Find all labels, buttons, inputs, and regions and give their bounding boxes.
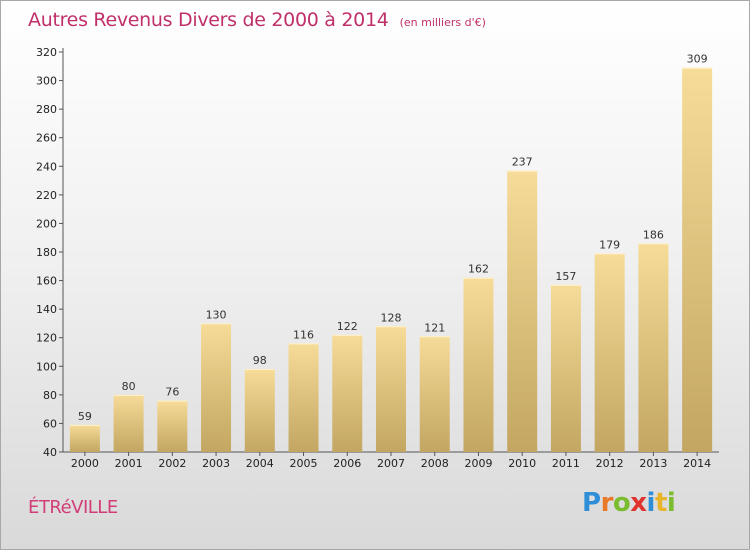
logo-letter: i: [666, 488, 676, 518]
bar-value-label: 237: [512, 156, 533, 169]
bar-value-label: 80: [122, 380, 136, 393]
value-labels: 59 80 76 130 98 116 122 128 121 162 237 157 179 186 30…: [78, 53, 708, 423]
x-tick-label: 2003: [202, 457, 230, 470]
bar: [682, 67, 713, 452]
bar: [288, 343, 319, 452]
bar-value-label: 98: [253, 354, 267, 367]
y-tick-label: 140: [36, 303, 57, 316]
x-tick-label: 2013: [639, 457, 667, 470]
x-tick-label: 2000: [71, 457, 99, 470]
y-tick-label: 300: [36, 75, 57, 88]
x-tick-label: 2010: [508, 457, 536, 470]
bars: [69, 67, 713, 453]
bar: [419, 336, 450, 452]
bar-value-label: 116: [293, 328, 314, 341]
y-tick-label: 280: [36, 103, 57, 116]
bar: [550, 284, 581, 452]
bar: [201, 323, 232, 452]
bar-value-label: 76: [165, 386, 179, 399]
y-tick-label: 240: [36, 160, 57, 173]
x-tick-label: 2012: [596, 457, 624, 470]
logo-letter: x: [630, 488, 647, 518]
bar-value-label: 121: [424, 321, 445, 334]
x-tick-label: 2006: [333, 457, 361, 470]
y-tick-label: 320: [36, 46, 57, 59]
proxiti-logo[interactable]: Proxiti: [582, 488, 676, 518]
y-tick-label: 200: [36, 217, 57, 230]
bar: [376, 326, 406, 452]
y-tick-label: 40: [43, 446, 57, 459]
bar: [69, 424, 100, 452]
logo-letter: P: [582, 488, 601, 518]
y-tick-label: 120: [36, 332, 57, 345]
x-tick-label: 2002: [158, 457, 186, 470]
bar: [332, 334, 363, 452]
y-tick-label: 180: [36, 246, 57, 259]
commune-name: ÉTRéVILLE: [28, 497, 118, 518]
x-tick-label: 2004: [246, 457, 274, 470]
bar: [244, 369, 275, 452]
y-tick-label: 160: [36, 275, 57, 288]
bar: [463, 277, 494, 452]
bar: [157, 400, 188, 452]
logo-letter: i: [646, 488, 656, 518]
y-tick-label: 260: [36, 132, 57, 145]
logo-letter: r: [600, 488, 614, 518]
x-tick-label: 2007: [377, 457, 405, 470]
bar: [594, 253, 625, 452]
x-tick-label: 2014: [683, 457, 711, 470]
bar-value-label: 186: [643, 228, 664, 241]
x-tick-label: 2011: [552, 457, 580, 470]
bar-value-label: 130: [206, 308, 227, 321]
y-tick-label: 80: [43, 389, 57, 402]
bar-value-label: 157: [555, 270, 576, 283]
y-tick-label: 100: [36, 360, 57, 373]
x-tick-label: 2008: [421, 457, 449, 470]
x-tick-label: 2005: [290, 457, 318, 470]
bar: [638, 243, 669, 452]
chart-subtitle: (en milliers d'€): [399, 16, 486, 29]
bar-value-label: 122: [337, 320, 358, 333]
bar-value-label: 128: [381, 311, 402, 324]
chart-title: Autres Revenus Divers de 2000 à 2014: [28, 9, 389, 31]
logo-letter: o: [612, 488, 631, 518]
bar: [113, 394, 144, 452]
bar-value-label: 309: [687, 53, 708, 66]
bar-value-label: 179: [599, 238, 620, 251]
bar-value-label: 59: [78, 410, 92, 423]
chart-title-block: Autres Revenus Divers de 2000 à 2014 (en…: [28, 9, 486, 31]
x-tick-label: 2001: [115, 457, 143, 470]
bar-value-label: 162: [468, 263, 489, 276]
bar: [507, 170, 538, 453]
logo-letter: t: [654, 488, 667, 518]
y-tick-label: 60: [43, 417, 57, 430]
y-tick-label: 220: [36, 189, 57, 202]
x-tick-label: 2009: [464, 457, 492, 470]
